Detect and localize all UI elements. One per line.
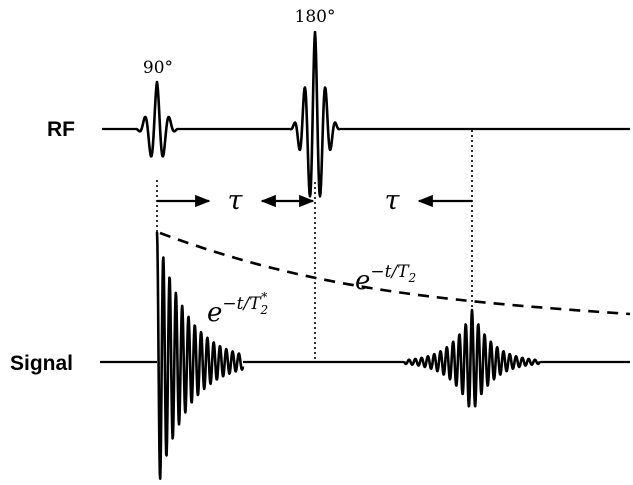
fid-signal <box>155 231 245 480</box>
rf-pulse-90 <box>135 80 179 158</box>
rf-label: RF <box>47 118 75 141</box>
echo-signal <box>402 308 542 408</box>
signal-label: Signal <box>10 352 73 375</box>
tau-2-label: τ <box>385 185 401 216</box>
pulse-180-label: 180° <box>295 7 336 27</box>
t2-decay-curve <box>159 231 631 316</box>
pulse-90-label: 90° <box>143 58 173 78</box>
tau-1-label: τ <box>228 185 244 216</box>
rf-pulse-180 <box>289 30 341 198</box>
t2-decay-label: e−t/T2 <box>355 262 416 296</box>
fid-decay-label: e−t/T2* <box>207 290 268 328</box>
